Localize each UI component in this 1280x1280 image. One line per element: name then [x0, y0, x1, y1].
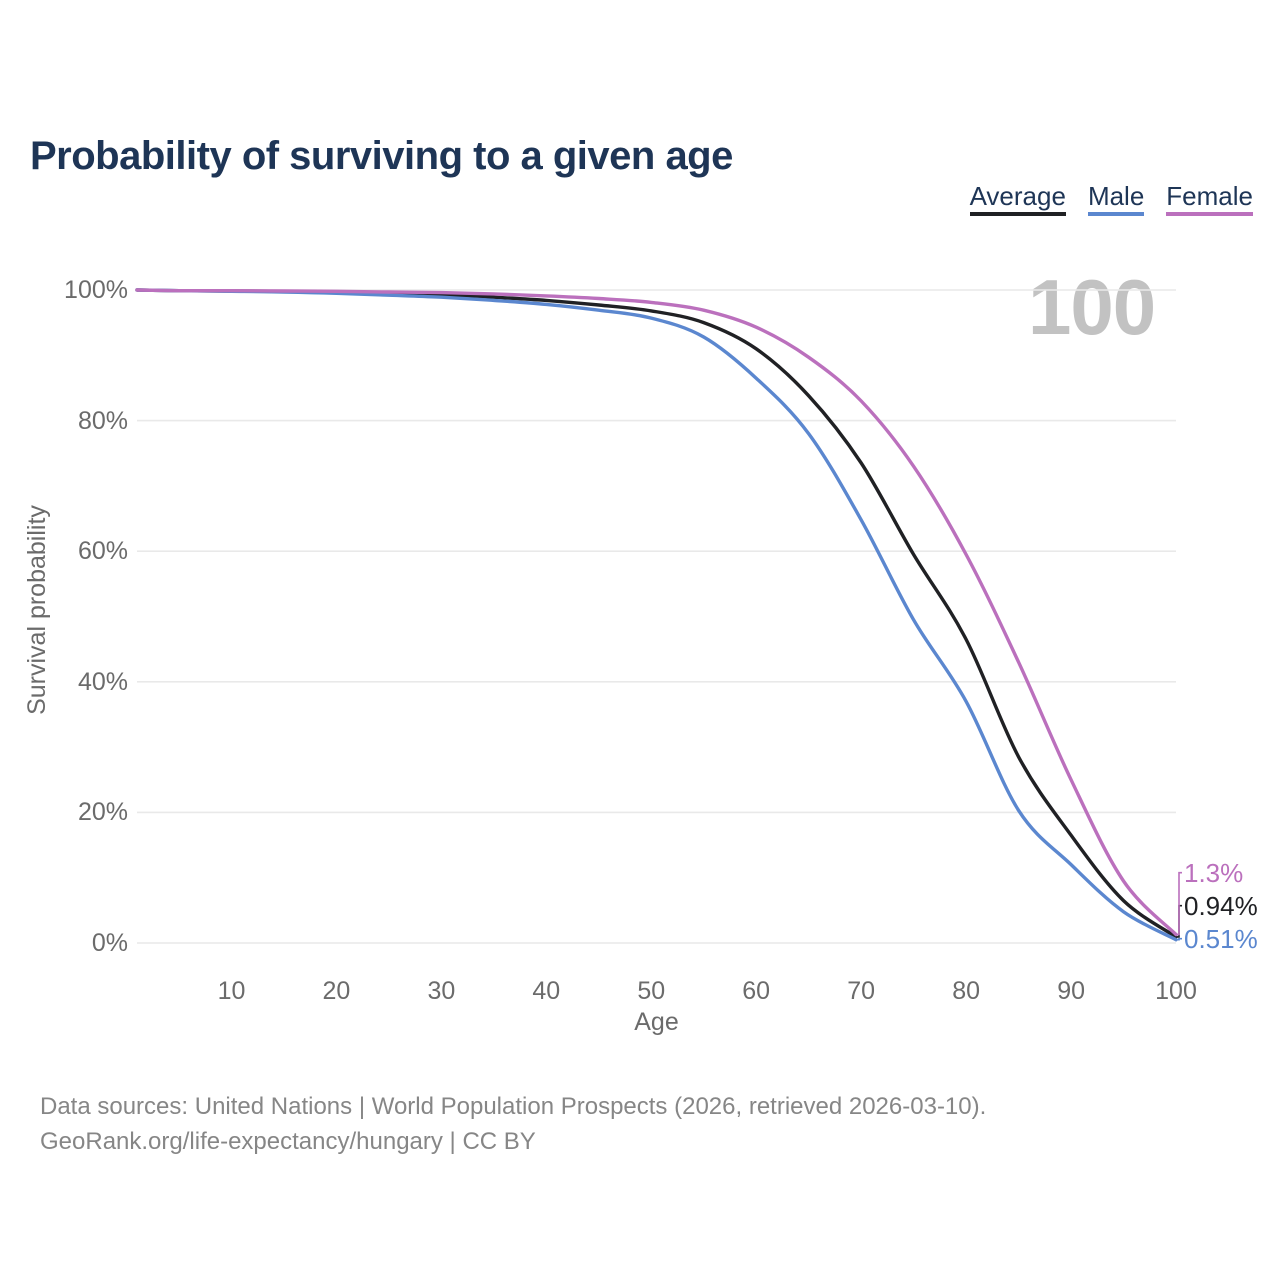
legend-item-average[interactable]: Average: [969, 181, 1066, 216]
y-tick-label: 80%: [77, 406, 128, 435]
age-counter-watermark: 100: [1028, 263, 1156, 351]
footer-attribution: GeoRank.org/life-expectancy/hungary | CC…: [40, 1128, 536, 1155]
chart-title: Probability of surviving to a given age: [30, 133, 733, 178]
x-tick-label: 20: [322, 977, 351, 1005]
footer: Data sources: United Nations | World Pop…: [40, 1089, 986, 1159]
y-tick-label: 20%: [77, 798, 128, 827]
x-tick-label: 70: [847, 977, 876, 1005]
legend-underline-average: [969, 212, 1066, 216]
series-line-male: [135, 288, 1178, 942]
series-line-average: [135, 288, 1178, 939]
x-tick-label: 90: [1057, 977, 1085, 1005]
legend: Average Male Female: [969, 181, 1253, 216]
legend-label-average: Average: [969, 181, 1066, 211]
end-value-label-average: 0.94%: [1184, 890, 1258, 921]
y-tick-label: 40%: [77, 667, 128, 696]
end-label-connector-female: [1177, 871, 1182, 936]
y-tick-label: 100%: [64, 276, 128, 304]
legend-underline-male: [1087, 212, 1145, 216]
legend-item-female[interactable]: Female: [1166, 183, 1253, 216]
x-tick-label: 10: [217, 977, 246, 1005]
x-tick-label: 60: [742, 977, 771, 1005]
footer-sources: Data sources: United Nations | World Pop…: [40, 1093, 987, 1120]
x-tick-label: 40: [532, 977, 561, 1005]
x-axis-title: Age: [634, 1008, 679, 1036]
y-tick-label: 0%: [91, 929, 128, 957]
x-tick-label: 100: [1155, 977, 1197, 1005]
end-label-connector-male: [1177, 937, 1182, 941]
x-tick-label: 30: [427, 977, 456, 1005]
series-line-female: [135, 288, 1178, 937]
legend-underline-female: [1166, 212, 1253, 216]
x-tick-label: 50: [637, 977, 666, 1005]
end-value-label-male: 0.51%: [1184, 923, 1258, 954]
legend-label-male: Male: [1087, 181, 1145, 211]
y-tick-label: 60%: [77, 537, 128, 566]
x-tick-label: 80: [952, 977, 980, 1005]
legend-label-female: Female: [1166, 181, 1253, 211]
legend-item-male[interactable]: Male: [1087, 181, 1145, 216]
end-value-label-female: 1.3%: [1184, 857, 1244, 888]
